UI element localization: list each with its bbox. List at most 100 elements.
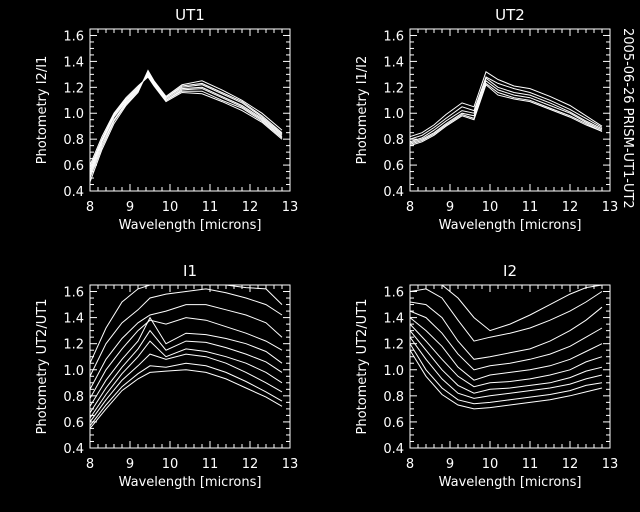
x-tick-label: 11 [522, 200, 539, 215]
series-line-4 [90, 317, 283, 399]
x-tick-label: 12 [562, 200, 579, 215]
series-line-4 [90, 73, 283, 174]
series-line-10 [410, 349, 603, 410]
y-tick-label: 0.6 [63, 416, 84, 431]
x-axis-label: Wavelength [microns] [439, 218, 582, 233]
x-tick-label: 12 [242, 200, 259, 215]
series-line-6 [410, 323, 603, 388]
y-tick-label: 0.8 [63, 133, 84, 148]
x-tick-label: 13 [602, 457, 619, 472]
y-tick-label: 1.4 [383, 312, 404, 327]
series-line-3 [410, 77, 603, 143]
x-tick-label: 8 [86, 457, 94, 472]
panel-ut1: UT1 Wavelength [microns] Photometry I2/I… [35, 6, 298, 233]
x-tick-label: 9 [126, 457, 134, 472]
x-tick-label: 11 [202, 457, 219, 472]
x-tick-label: 10 [162, 457, 179, 472]
series-line-6 [410, 83, 603, 147]
x-tick-label: 10 [482, 200, 499, 215]
series-line-6 [90, 74, 283, 168]
plot-frame [409, 28, 611, 192]
series-line-1 [90, 69, 283, 183]
y-axis-label: Photometry UT2/UT1 [35, 299, 50, 435]
panel-title: I2 [503, 262, 517, 280]
y-tick-label: 1.6 [383, 29, 404, 44]
series-line-1 [90, 285, 283, 364]
x-tick-label: 9 [446, 457, 454, 472]
x-tick-label: 10 [162, 200, 179, 215]
y-tick-label: 0.6 [383, 416, 404, 431]
side-label: 2005-06-26 PRISM-UT1-UT2 [620, 28, 635, 209]
panel-title: UT1 [175, 6, 205, 24]
y-tick-label: 1.6 [63, 286, 84, 301]
x-tick-label: 8 [406, 457, 414, 472]
x-tick-label: 9 [446, 200, 454, 215]
x-tick-label: 11 [202, 200, 219, 215]
y-tick-label: 1.4 [383, 55, 404, 70]
series-line-4 [410, 79, 603, 144]
y-tick-label: 0.8 [383, 133, 404, 148]
series-line-8 [90, 353, 283, 423]
series-line-8 [410, 336, 603, 399]
series-line-2 [410, 288, 603, 342]
series-line-7 [90, 340, 283, 419]
y-tick-label: 0.8 [63, 390, 84, 405]
series-line-1 [410, 285, 603, 332]
y-tick-label: 1.2 [383, 81, 404, 96]
panel-i2: I2 Wavelength [microns] Photometry UT2/U… [355, 262, 618, 490]
panel-ut2: UT2 Wavelength [microns] Photometry I1/I… [355, 6, 618, 233]
y-tick-label: 1.0 [383, 364, 404, 379]
y-tick-label: 0.8 [383, 390, 404, 405]
panel-title: UT2 [495, 6, 525, 24]
plot-frame [89, 28, 291, 192]
series-line-2 [90, 288, 283, 377]
series-line-2 [410, 76, 603, 140]
plot-frame [409, 284, 611, 449]
series-line-7 [90, 76, 283, 166]
series-line-6 [90, 329, 283, 414]
x-tick-label: 12 [242, 457, 259, 472]
x-tick-label: 9 [126, 200, 134, 215]
series-line-3 [90, 72, 283, 176]
y-tick-label: 0.6 [63, 159, 84, 174]
y-tick-label: 0.4 [63, 442, 84, 457]
x-tick-label: 8 [406, 200, 414, 215]
y-axis-label: Photometry UT2/UT1 [355, 299, 370, 435]
series-line-10 [90, 369, 283, 429]
x-tick-label: 13 [602, 200, 619, 215]
y-tick-label: 1.0 [63, 364, 84, 379]
series-line-3 [410, 301, 603, 360]
y-tick-label: 1.6 [63, 29, 84, 44]
series-line-1 [410, 71, 603, 138]
series-line-5 [410, 317, 603, 381]
x-tick-label: 11 [522, 457, 539, 472]
x-tick-label: 13 [282, 457, 299, 472]
y-tick-label: 0.4 [63, 185, 84, 200]
series-line-7 [410, 330, 603, 394]
x-axis-label: Wavelength [microns] [439, 475, 582, 490]
series-line-5 [90, 316, 283, 407]
y-tick-label: 0.6 [383, 159, 404, 174]
panel-i1: I1 Wavelength [microns] Photometry UT2/U… [35, 262, 298, 490]
y-tick-label: 1.2 [383, 338, 404, 353]
y-tick-label: 1.4 [63, 312, 84, 327]
series-line-3 [90, 304, 283, 390]
x-tick-label: 10 [482, 457, 499, 472]
y-tick-label: 0.4 [383, 442, 404, 457]
y-axis-label: Photometry I1/I2 [355, 56, 370, 165]
series-line-9 [410, 343, 603, 405]
series-line-9 [90, 362, 283, 427]
series-line-5 [410, 82, 603, 145]
x-tick-label: 8 [86, 200, 94, 215]
y-tick-label: 1.0 [63, 107, 84, 122]
x-tick-label: 13 [282, 200, 299, 215]
x-axis-label: Wavelength [microns] [119, 218, 262, 233]
x-tick-label: 12 [562, 457, 579, 472]
panel-title: I1 [183, 262, 197, 280]
y-tick-label: 1.0 [383, 107, 404, 122]
y-tick-label: 1.4 [63, 55, 84, 70]
y-tick-label: 1.6 [383, 286, 404, 301]
y-tick-label: 1.2 [63, 338, 84, 353]
